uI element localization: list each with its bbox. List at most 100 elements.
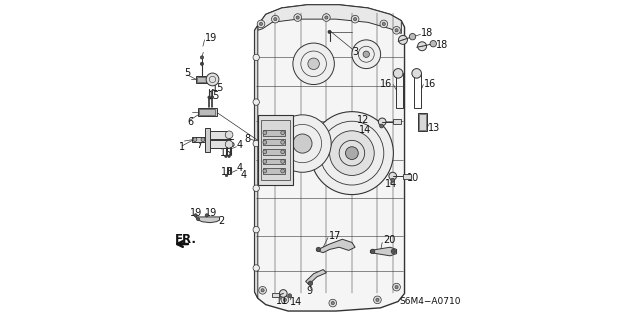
- Text: 13: 13: [428, 122, 440, 133]
- Circle shape: [430, 41, 436, 47]
- Bar: [193, 137, 205, 142]
- Circle shape: [274, 115, 331, 172]
- Bar: [272, 293, 279, 297]
- Circle shape: [310, 112, 394, 195]
- Text: 19: 19: [190, 208, 202, 218]
- Text: 14: 14: [360, 125, 372, 135]
- Text: 2: 2: [218, 216, 225, 226]
- Circle shape: [263, 131, 267, 135]
- Circle shape: [201, 138, 205, 142]
- Circle shape: [382, 22, 385, 26]
- Text: 15: 15: [221, 167, 234, 177]
- Text: 15: 15: [212, 83, 224, 93]
- Bar: [419, 113, 427, 131]
- Bar: [262, 139, 285, 145]
- Circle shape: [225, 174, 228, 177]
- Circle shape: [196, 218, 200, 221]
- Circle shape: [253, 185, 259, 191]
- Text: S6M4−A0710: S6M4−A0710: [399, 297, 461, 306]
- Circle shape: [352, 40, 381, 69]
- Circle shape: [378, 118, 386, 126]
- Circle shape: [253, 99, 259, 105]
- Circle shape: [389, 172, 397, 180]
- Circle shape: [294, 14, 301, 21]
- Circle shape: [200, 62, 204, 65]
- Polygon shape: [371, 247, 397, 256]
- Bar: [262, 159, 285, 164]
- Circle shape: [253, 265, 259, 271]
- Text: 15: 15: [223, 139, 236, 149]
- Bar: [200, 109, 216, 115]
- Bar: [396, 73, 403, 108]
- Text: 15: 15: [208, 91, 220, 101]
- Circle shape: [206, 73, 219, 86]
- Circle shape: [353, 18, 356, 21]
- Text: 8: 8: [244, 134, 250, 144]
- Circle shape: [263, 160, 267, 163]
- Circle shape: [193, 138, 197, 142]
- Text: 20: 20: [383, 235, 396, 245]
- Bar: [415, 73, 422, 108]
- Circle shape: [329, 299, 337, 307]
- Text: 9: 9: [307, 286, 313, 296]
- Circle shape: [200, 56, 204, 59]
- Circle shape: [296, 16, 300, 19]
- Text: 17: 17: [329, 231, 341, 241]
- Text: FR.: FR.: [175, 233, 197, 246]
- Circle shape: [399, 35, 408, 44]
- Circle shape: [371, 249, 375, 254]
- Bar: [205, 128, 210, 152]
- Circle shape: [253, 140, 259, 147]
- Text: 4: 4: [226, 134, 232, 144]
- Text: 10: 10: [407, 173, 419, 183]
- Circle shape: [253, 226, 259, 233]
- Circle shape: [288, 294, 292, 298]
- Circle shape: [225, 131, 233, 138]
- Text: 6: 6: [187, 117, 193, 127]
- Polygon shape: [306, 270, 326, 285]
- Circle shape: [281, 160, 285, 163]
- Circle shape: [394, 69, 403, 78]
- Circle shape: [225, 155, 227, 158]
- Circle shape: [205, 214, 209, 217]
- Circle shape: [211, 96, 214, 99]
- Bar: [210, 140, 229, 148]
- Circle shape: [380, 20, 388, 28]
- Text: 14: 14: [385, 179, 397, 189]
- Circle shape: [324, 16, 328, 19]
- Circle shape: [281, 140, 285, 144]
- Circle shape: [281, 131, 285, 135]
- Circle shape: [391, 249, 396, 254]
- Polygon shape: [196, 217, 220, 223]
- Circle shape: [330, 131, 374, 175]
- Circle shape: [263, 150, 267, 154]
- Polygon shape: [316, 239, 355, 253]
- Bar: [403, 174, 411, 179]
- Circle shape: [228, 155, 230, 158]
- Polygon shape: [255, 5, 404, 311]
- Circle shape: [380, 124, 383, 128]
- Circle shape: [293, 134, 312, 153]
- Circle shape: [376, 298, 379, 301]
- Circle shape: [308, 281, 313, 286]
- Bar: [419, 114, 426, 130]
- Text: 18: 18: [436, 40, 449, 50]
- Circle shape: [259, 286, 266, 294]
- Bar: [210, 131, 229, 139]
- Circle shape: [257, 20, 265, 28]
- Bar: [198, 108, 217, 116]
- Bar: [196, 76, 210, 83]
- Circle shape: [328, 30, 331, 33]
- Text: 12: 12: [357, 115, 369, 125]
- Circle shape: [274, 18, 277, 21]
- Circle shape: [374, 296, 381, 304]
- Circle shape: [281, 169, 285, 173]
- Text: 7: 7: [196, 140, 202, 150]
- Circle shape: [316, 247, 321, 252]
- Text: 16: 16: [380, 78, 392, 89]
- Circle shape: [395, 29, 398, 32]
- Circle shape: [281, 296, 289, 304]
- Text: 4: 4: [240, 170, 246, 181]
- Circle shape: [412, 69, 422, 78]
- Text: 5: 5: [184, 68, 191, 78]
